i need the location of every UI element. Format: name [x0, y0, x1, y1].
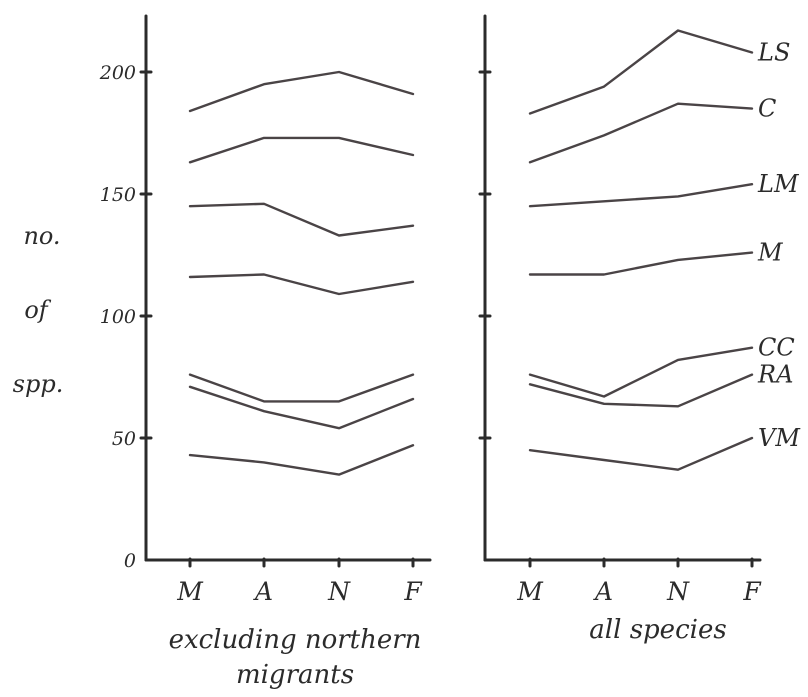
series-line-5 [188, 373, 415, 403]
y-axis-label-spp: spp. [13, 370, 64, 398]
x-tick-label-A: A [593, 577, 613, 606]
x-tick-label-N: N [327, 577, 351, 606]
x-tick-label-A: A [253, 577, 273, 606]
series-label-LS: LS [757, 38, 790, 66]
y-tick-label: 100 [100, 306, 136, 328]
series-label-M: M [757, 239, 784, 267]
series-line-M [528, 251, 754, 276]
y-axis-label-no: no. [23, 222, 60, 250]
y-axis-label-of: of [24, 296, 51, 324]
x-tick-label-N: N [666, 577, 690, 606]
series-line-1 [188, 70, 415, 113]
series-line-LS [528, 29, 754, 115]
x-tick-label-F: F [403, 577, 423, 606]
x-axis-caption: migrants [236, 660, 354, 690]
series-line-RA [528, 373, 754, 408]
series-line-6 [188, 385, 415, 430]
series-line-4 [188, 273, 415, 296]
y-tick-label: 0 [124, 550, 136, 572]
series-line-2 [188, 136, 415, 164]
y-tick-label: 200 [99, 62, 136, 84]
series-line-3 [188, 202, 415, 237]
series-line-CC [528, 346, 754, 398]
series-label-RA: RA [757, 361, 793, 389]
x-axis-caption: all species [589, 615, 726, 645]
x-tick-label-M: M [176, 577, 204, 606]
y-tick-label: 50 [112, 428, 136, 450]
series-label-VM: VM [758, 424, 801, 452]
x-tick-label-M: M [516, 577, 544, 606]
x-tick-label-F: F [742, 577, 762, 606]
series-label-C: C [758, 95, 776, 123]
series-label-CC: CC [758, 334, 795, 362]
series-line-VM [528, 436, 754, 471]
series-line-LM [528, 182, 754, 208]
series-label-LM: LM [757, 170, 800, 198]
y-tick-label: 150 [100, 184, 136, 206]
series-line-C [528, 102, 754, 164]
series-line-7 [188, 444, 415, 476]
x-axis-caption: excluding northern [169, 625, 422, 655]
